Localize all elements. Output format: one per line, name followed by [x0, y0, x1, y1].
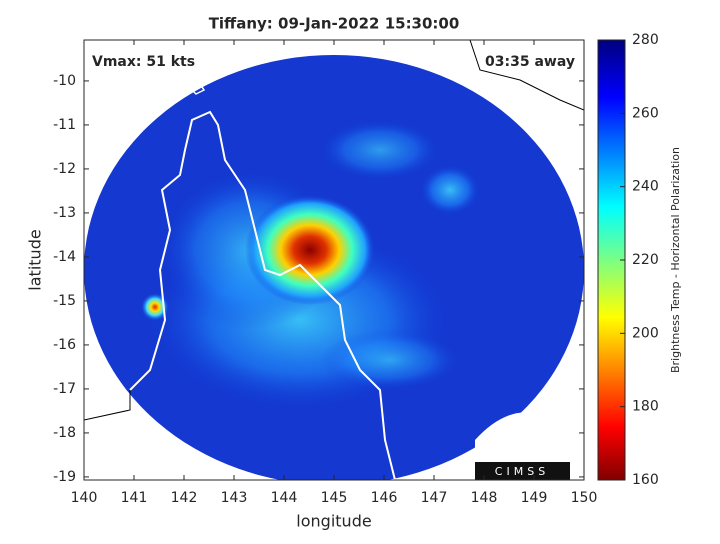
- colorbar-tick-label: 200: [632, 325, 659, 341]
- x-tick-label: 146: [371, 490, 398, 506]
- x-tick-label: 145: [321, 490, 348, 506]
- y-tick-label: -19: [53, 469, 76, 485]
- satellite-image: CIMSS: [84, 40, 584, 480]
- annotation: 03:35 away: [485, 54, 575, 70]
- x-tick-label: 140: [71, 490, 98, 506]
- y-axis-label: latitude: [26, 229, 45, 290]
- y-tick-label: -10: [53, 73, 76, 89]
- annotation: Vmax: 51 kts: [92, 54, 195, 70]
- colorbar-tick-label: 160: [632, 472, 659, 488]
- x-tick-label: 141: [121, 490, 148, 506]
- colorbar-tick-label: 180: [632, 399, 659, 415]
- colorbar-label: Brightness Temp - Horizontal Polarizatio…: [669, 147, 682, 373]
- x-tick-label: 144: [271, 490, 298, 506]
- y-tick-label: -18: [53, 425, 76, 441]
- colorbar-tick-label: 240: [632, 179, 659, 195]
- y-tick-label: -17: [53, 381, 76, 397]
- cimss-logo: CIMSS: [475, 412, 570, 480]
- x-tick-label: 143: [221, 490, 248, 506]
- y-tick-label: -11: [53, 117, 76, 133]
- colorbar-tick-label: 280: [632, 32, 659, 48]
- y-tick-label: -12: [53, 161, 76, 177]
- logo-text: CIMSS: [495, 465, 549, 478]
- y-tick-label: -15: [53, 293, 76, 309]
- colorbar-tick-label: 260: [632, 105, 659, 121]
- x-tick-label: 147: [421, 490, 448, 506]
- colorbar-tick-label: 220: [632, 252, 659, 268]
- y-tick-label: -13: [53, 205, 76, 221]
- y-tick-label: -16: [53, 337, 76, 353]
- x-tick-label: 148: [471, 490, 498, 506]
- x-tick-label: 142: [171, 490, 198, 506]
- y-tick-label: -14: [53, 249, 76, 265]
- x-tick-label: 150: [571, 490, 598, 506]
- x-axis-label: longitude: [296, 512, 371, 531]
- chart-title: Tiffany: 09-Jan-2022 15:30:00: [209, 15, 460, 33]
- x-tick-label: 149: [521, 490, 548, 506]
